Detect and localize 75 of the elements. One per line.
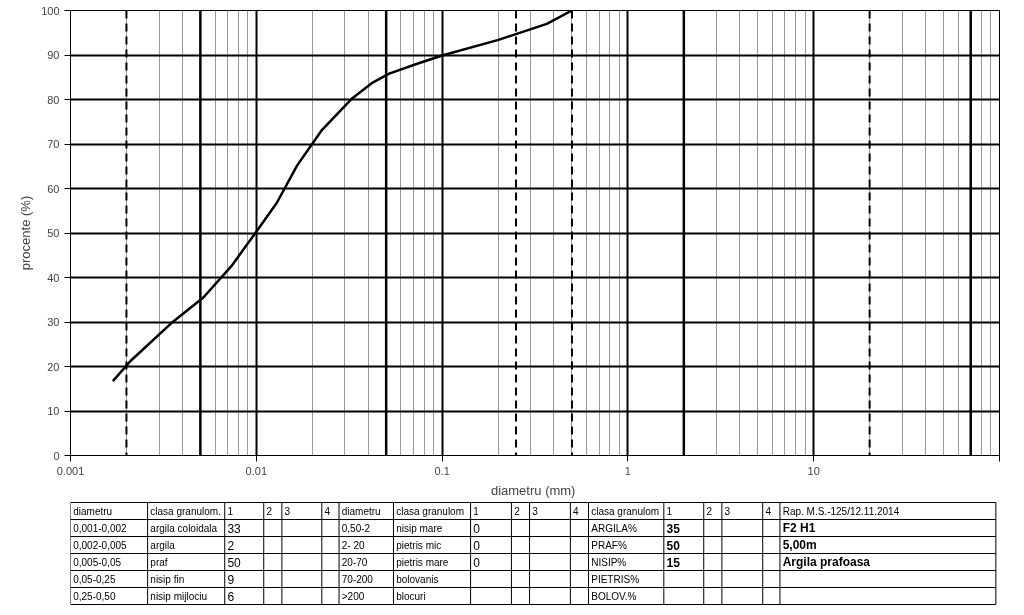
y-tick-label: 90 bbox=[47, 49, 60, 61]
y-tick-label: 70 bbox=[47, 138, 60, 150]
text: 4 bbox=[765, 506, 772, 517]
text: 1 bbox=[666, 506, 673, 517]
text: 15 bbox=[666, 555, 681, 570]
text: 50 bbox=[666, 538, 681, 553]
text: 20-70 bbox=[341, 557, 368, 568]
text: 0,50-2 bbox=[341, 523, 371, 534]
y-tick-label: 30 bbox=[47, 316, 60, 328]
text: 2 bbox=[227, 538, 235, 553]
x-tick-label: 0.01 bbox=[245, 464, 268, 477]
text: 0 bbox=[473, 521, 481, 536]
text: PRAF% bbox=[591, 539, 627, 551]
x-tick-label: 1 bbox=[624, 464, 631, 477]
text: nisip mijlociu bbox=[150, 590, 208, 602]
text: >200 bbox=[341, 590, 365, 602]
text: nisip fin bbox=[150, 573, 185, 585]
text: 2 bbox=[706, 506, 713, 517]
text: 2 bbox=[266, 506, 273, 517]
text: F2 H1 bbox=[782, 521, 816, 535]
y-tick-label: 60 bbox=[47, 182, 60, 195]
text: clasa granulom bbox=[396, 505, 465, 517]
x-tick-label: 0.001 bbox=[56, 464, 85, 477]
text: argila bbox=[150, 539, 176, 551]
text: 9 bbox=[227, 572, 235, 587]
text: clasa granulom. bbox=[150, 505, 221, 517]
text: 50 bbox=[227, 555, 242, 570]
y-axis-title: procente (%) bbox=[18, 195, 34, 271]
text: 70-200 bbox=[341, 574, 374, 585]
text: diametru bbox=[73, 505, 113, 517]
text: 0,25-0,50 bbox=[73, 591, 116, 602]
text: 3 bbox=[724, 506, 731, 517]
text: 0 bbox=[473, 555, 481, 570]
y-tick-label: 100 bbox=[41, 4, 60, 17]
y-tick-label: 50 bbox=[47, 227, 60, 239]
text: 33 bbox=[227, 521, 242, 536]
text: Rap. M.S.-125/12.11.2014 bbox=[782, 505, 900, 517]
text: 0,002-0,005 bbox=[73, 540, 128, 551]
x-tick-label: 0.1 bbox=[434, 464, 450, 477]
x-tick-label: 10 bbox=[807, 464, 820, 477]
text: 0,05-0,25 bbox=[73, 574, 116, 585]
text: 0 bbox=[473, 538, 481, 553]
text: Argila prafoasa bbox=[782, 555, 871, 569]
text: 3 bbox=[532, 506, 539, 517]
y-tick-label: 20 bbox=[47, 360, 60, 373]
text: 35 bbox=[666, 521, 681, 536]
text: 4 bbox=[324, 506, 331, 517]
text: ARGILA% bbox=[591, 522, 637, 534]
x-axis-title: diametru (mm) bbox=[490, 482, 576, 498]
text: 4 bbox=[573, 506, 580, 517]
text: blocuri bbox=[396, 590, 426, 602]
text: 3 bbox=[284, 506, 291, 517]
text: clasa granulom bbox=[591, 505, 660, 517]
text: praf bbox=[150, 556, 168, 568]
y-tick-label: 0 bbox=[53, 449, 60, 462]
y-tick-label: 10 bbox=[47, 405, 60, 417]
text: bolovanis bbox=[396, 573, 439, 585]
y-tick-label: 40 bbox=[47, 271, 60, 284]
y-tick-label: 80 bbox=[47, 93, 60, 106]
text: 1 bbox=[473, 506, 480, 517]
text: pietris mic bbox=[396, 539, 442, 551]
text: argila coloidala bbox=[150, 522, 218, 534]
text: 0,001-0,002 bbox=[73, 523, 128, 534]
text: pietris mare bbox=[396, 556, 449, 568]
text: 6 bbox=[227, 589, 235, 604]
text: nisip mare bbox=[396, 522, 443, 534]
text: 1 bbox=[227, 506, 234, 517]
text: 2 bbox=[514, 506, 521, 517]
text: NISIP% bbox=[591, 556, 627, 568]
text: 5,00m bbox=[782, 538, 817, 552]
text: BOLOV.% bbox=[591, 590, 637, 602]
text: PIETRIS% bbox=[591, 573, 640, 585]
text: 2- 20 bbox=[341, 539, 365, 551]
text: diametru bbox=[341, 505, 381, 517]
text: 0,005-0,05 bbox=[73, 557, 122, 568]
